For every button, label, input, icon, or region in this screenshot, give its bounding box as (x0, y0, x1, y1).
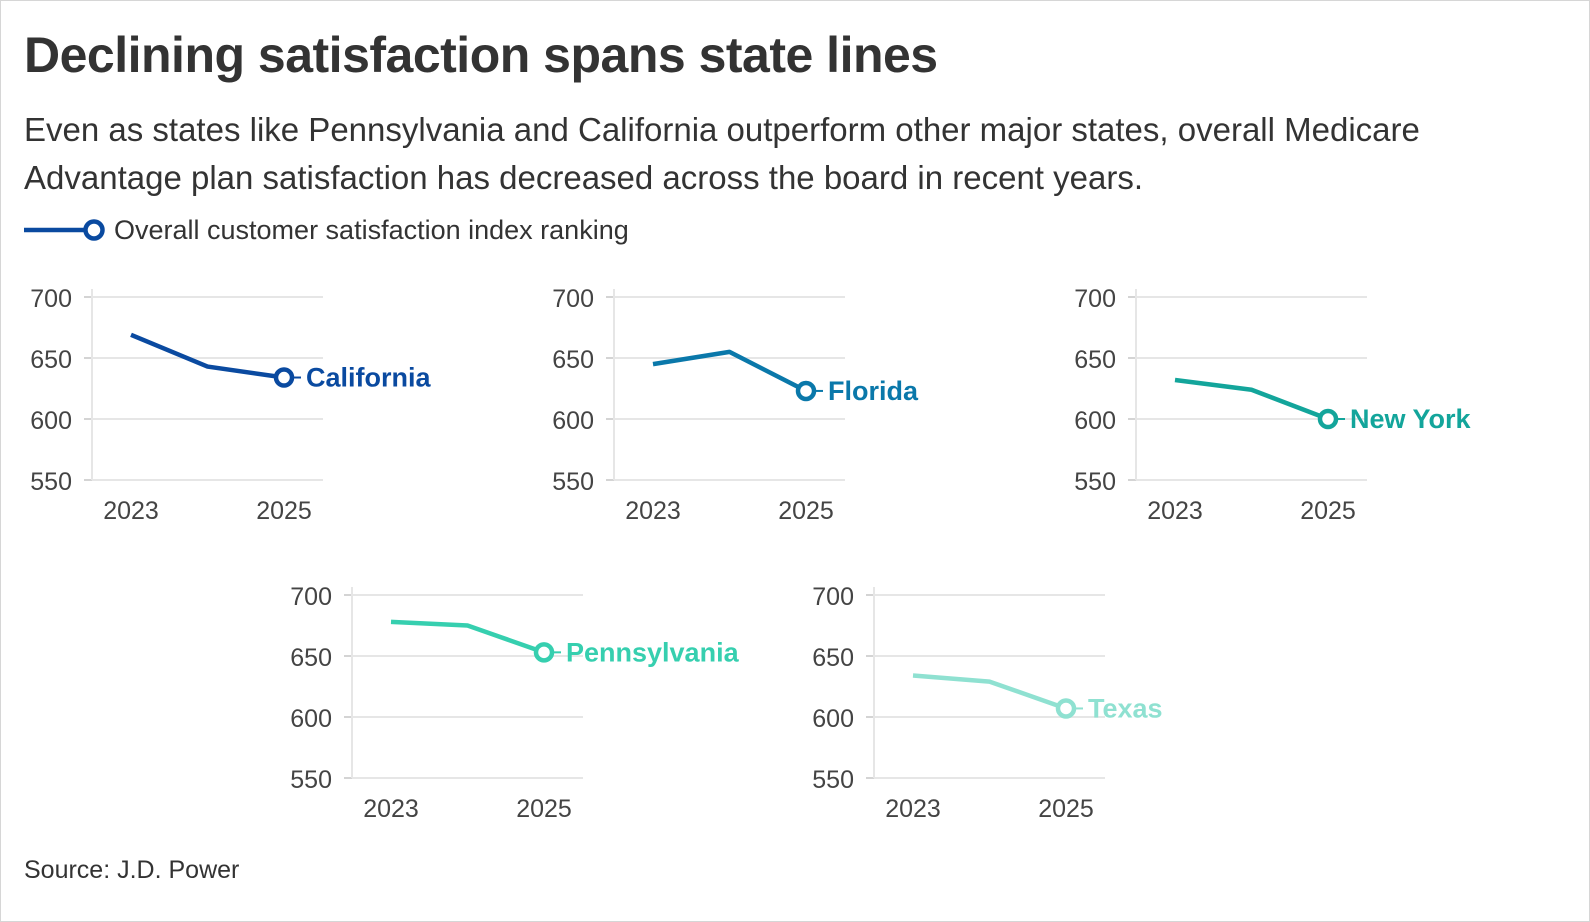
y-tick-label: 600 (290, 705, 332, 733)
panel-florida: 700 650 600 550 2023 2025 Florida (552, 285, 919, 525)
x-tick-label: 2023 (363, 795, 419, 823)
y-tick-label: 600 (812, 705, 854, 733)
state-label-california: California (306, 363, 432, 393)
chart-subtitle: Even as states like Pennsylvania and Cal… (24, 111, 1420, 196)
y-tick-label: 700 (290, 583, 332, 611)
x-tick-label: 2023 (885, 795, 941, 823)
y-tick-label: 700 (552, 285, 594, 313)
series-line-california (130, 332, 285, 380)
source-note: Source: J.D. Power (24, 856, 240, 884)
state-label-florida: Florida (828, 376, 919, 406)
y-tick-label: 700 (30, 285, 72, 313)
y-tick-label: 550 (290, 766, 332, 794)
end-point-texas (1055, 698, 1077, 719)
legend-label: Overall customer satisfaction index rank… (114, 214, 629, 245)
end-point-florida (795, 380, 817, 402)
y-tick-label: 700 (1074, 285, 1116, 313)
y-tick-label: 550 (30, 468, 72, 496)
x-tick-label: 2025 (1038, 795, 1094, 823)
y-tick-label: 550 (1074, 468, 1116, 496)
panel-new-york: 700 650 600 550 2023 2025 New York (1074, 285, 1471, 525)
panel-california: 700 650 600 550 2023 2025 California (30, 285, 431, 525)
legend-line-marker (24, 219, 105, 241)
state-label-texas: Texas (1088, 693, 1163, 723)
y-tick-label: 650 (552, 346, 594, 374)
y-tick-label: 650 (1074, 346, 1116, 374)
y-tick-label: 650 (290, 644, 332, 672)
x-tick-label: 2025 (778, 497, 834, 525)
x-tick-label: 2023 (103, 497, 159, 525)
y-tick-label: 600 (30, 407, 72, 435)
panel-pennsylvania: 700 650 600 550 2023 2025 Pennsylvania (290, 583, 739, 823)
y-tick-label: 700 (812, 583, 854, 611)
y-tick-label: 550 (812, 766, 854, 794)
state-label-pennsylvania: Pennsylvania (566, 637, 740, 667)
x-tick-label: 2023 (625, 497, 681, 525)
end-point-new-york (1317, 408, 1339, 430)
y-tick-label: 600 (1074, 407, 1116, 435)
y-tick-label: 650 (30, 346, 72, 374)
state-label-new-york: New York (1350, 404, 1472, 434)
end-point-california (273, 367, 295, 388)
chart-title: Declining satisfaction spans state lines (24, 27, 938, 83)
y-tick-label: 600 (552, 407, 594, 435)
y-tick-label: 550 (552, 468, 594, 496)
end-point-pennsylvania (533, 642, 555, 663)
x-tick-label: 2025 (516, 795, 572, 823)
y-tick-label: 650 (812, 644, 854, 672)
x-tick-label: 2023 (1147, 497, 1203, 525)
series-line-florida (652, 349, 808, 393)
legend: Overall customer satisfaction index rank… (24, 212, 629, 248)
x-tick-label: 2025 (256, 497, 312, 525)
series-line-pennsylvania (390, 619, 545, 655)
series-line-texas (912, 673, 1067, 711)
x-tick-label: 2025 (1300, 497, 1356, 525)
panel-texas: 700 650 600 550 2023 2025 Texas (812, 583, 1162, 823)
series-line-new-york (1174, 377, 1329, 422)
